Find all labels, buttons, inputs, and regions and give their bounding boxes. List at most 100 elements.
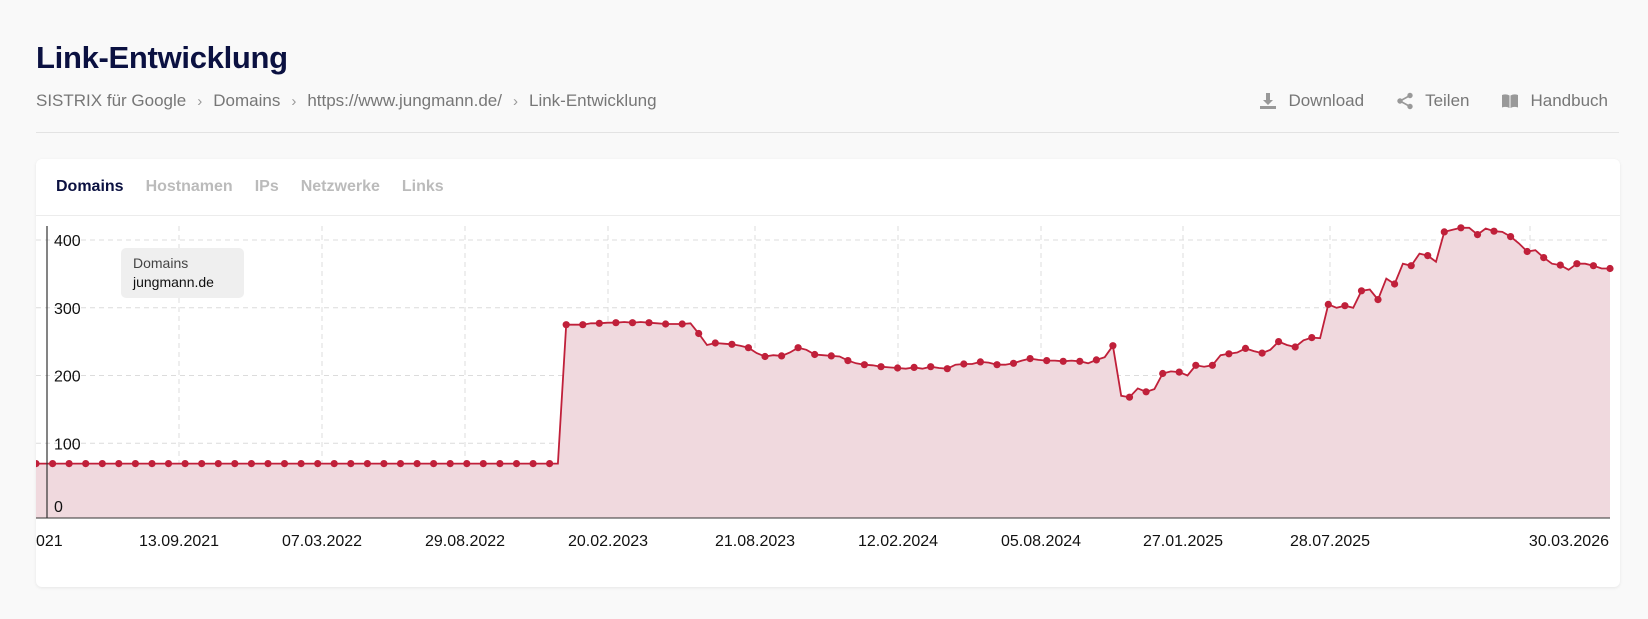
data-point bbox=[1125, 393, 1134, 401]
data-point bbox=[1159, 369, 1167, 378]
data-point bbox=[181, 460, 189, 468]
data-point bbox=[36, 460, 40, 468]
x-tick-label: 20.02.2023 bbox=[568, 533, 648, 550]
data-point bbox=[894, 364, 902, 372]
data-point bbox=[496, 460, 504, 468]
data-point bbox=[1076, 357, 1084, 365]
manual-button[interactable]: Handbuch bbox=[1501, 91, 1608, 111]
data-point bbox=[778, 352, 786, 360]
data-point bbox=[49, 460, 57, 468]
data-point bbox=[1308, 334, 1316, 342]
data-point bbox=[1324, 300, 1332, 308]
share-button[interactable]: Teilen bbox=[1396, 91, 1469, 111]
data-point bbox=[529, 460, 537, 468]
data-point bbox=[1457, 224, 1465, 232]
data-point bbox=[1043, 357, 1051, 365]
data-point bbox=[794, 344, 802, 352]
x-tick-label: 05.08.2024 bbox=[1001, 533, 1081, 550]
download-button[interactable]: Download bbox=[1259, 91, 1364, 111]
y-tick-label: 300 bbox=[54, 301, 81, 318]
y-tick-label: 100 bbox=[54, 436, 81, 453]
data-point bbox=[98, 460, 106, 468]
share-icon bbox=[1396, 92, 1414, 110]
data-point bbox=[844, 357, 852, 365]
download-icon bbox=[1259, 92, 1277, 110]
data-point bbox=[1009, 359, 1018, 367]
data-point bbox=[1142, 388, 1150, 396]
data-point bbox=[314, 460, 322, 468]
tab-links[interactable]: Links bbox=[401, 178, 444, 195]
data-point bbox=[1540, 254, 1548, 262]
x-tick-label: 021 bbox=[36, 533, 63, 550]
data-point bbox=[960, 360, 968, 368]
data-point bbox=[1026, 355, 1034, 363]
data-point bbox=[910, 363, 918, 371]
data-point bbox=[413, 460, 421, 468]
data-point bbox=[164, 460, 173, 468]
breadcrumb-item-sistrix[interactable]: SISTRIX für Google bbox=[36, 91, 187, 110]
data-point bbox=[1606, 264, 1614, 273]
data-point bbox=[976, 358, 985, 366]
data-point bbox=[595, 319, 603, 327]
download-label: Download bbox=[1288, 91, 1365, 110]
legend-label: Domains bbox=[133, 255, 189, 271]
data-point bbox=[1258, 349, 1266, 357]
page-actions: Download Teilen Handbuch bbox=[1227, 91, 1608, 111]
chart-card: Domains Hostnamen IPs Netzwerke Links 0 1… bbox=[36, 159, 1620, 587]
data-point bbox=[562, 321, 570, 329]
legend-series-name: jungmann.de bbox=[133, 274, 214, 290]
tab-hostnamen[interactable]: Hostnamen bbox=[145, 178, 233, 195]
data-point bbox=[1275, 338, 1283, 346]
x-tick-label: 29.08.2022 bbox=[425, 533, 505, 550]
breadcrumb-item-current: Link-Entwicklung bbox=[529, 91, 657, 110]
data-point bbox=[131, 460, 139, 468]
chevron-right-icon: › bbox=[513, 92, 518, 110]
data-point bbox=[280, 460, 289, 468]
data-point bbox=[1573, 260, 1581, 268]
tab-ips[interactable]: IPs bbox=[254, 178, 279, 195]
data-point bbox=[1391, 280, 1399, 288]
data-point bbox=[1109, 342, 1117, 350]
data-point bbox=[1523, 247, 1531, 256]
x-tick-label: 27.01.2025 bbox=[1143, 533, 1223, 550]
tab-domains[interactable]: Domains bbox=[56, 178, 124, 195]
data-point bbox=[1490, 227, 1498, 235]
share-label: Teilen bbox=[1425, 91, 1470, 110]
x-tick-label: 13.09.2021 bbox=[139, 533, 219, 550]
data-point bbox=[1556, 261, 1564, 269]
data-point bbox=[827, 352, 835, 360]
data-point bbox=[579, 321, 587, 329]
data-point bbox=[1374, 296, 1382, 304]
data-point bbox=[247, 460, 255, 468]
tab-netzwerke[interactable]: Netzwerke bbox=[300, 178, 380, 195]
data-point bbox=[711, 339, 719, 347]
data-point bbox=[297, 460, 305, 468]
link-chart[interactable]: 0 100 200 300 400 021 13.09.2021 07.03.2022 29.0… bbox=[36, 216, 1620, 587]
data-point bbox=[695, 329, 703, 338]
data-point bbox=[1192, 361, 1200, 369]
data-point bbox=[628, 319, 637, 327]
data-point bbox=[231, 460, 239, 468]
data-point bbox=[1440, 228, 1448, 236]
y-tick-label: 400 bbox=[54, 233, 81, 250]
data-point bbox=[811, 350, 819, 359]
page-title: Link-Entwicklung bbox=[36, 40, 288, 75]
data-point bbox=[479, 460, 487, 468]
data-point bbox=[148, 460, 156, 468]
breadcrumb-item-domain-url[interactable]: https://www.jungmann.de/ bbox=[307, 91, 502, 110]
data-point bbox=[1407, 262, 1415, 270]
breadcrumb-item-domains[interactable]: Domains bbox=[213, 91, 281, 110]
data-point bbox=[1059, 357, 1067, 365]
chevron-right-icon: › bbox=[197, 92, 203, 110]
data-point bbox=[546, 460, 554, 468]
data-point bbox=[1341, 302, 1349, 310]
data-point bbox=[1291, 343, 1299, 351]
data-point bbox=[645, 319, 653, 327]
data-point bbox=[512, 460, 521, 468]
chart-legend: Domains jungmann.de bbox=[121, 248, 244, 298]
data-point bbox=[943, 365, 951, 373]
data-point bbox=[396, 460, 405, 468]
header-divider bbox=[36, 132, 1619, 133]
data-point bbox=[1225, 350, 1233, 358]
data-point bbox=[678, 320, 686, 328]
